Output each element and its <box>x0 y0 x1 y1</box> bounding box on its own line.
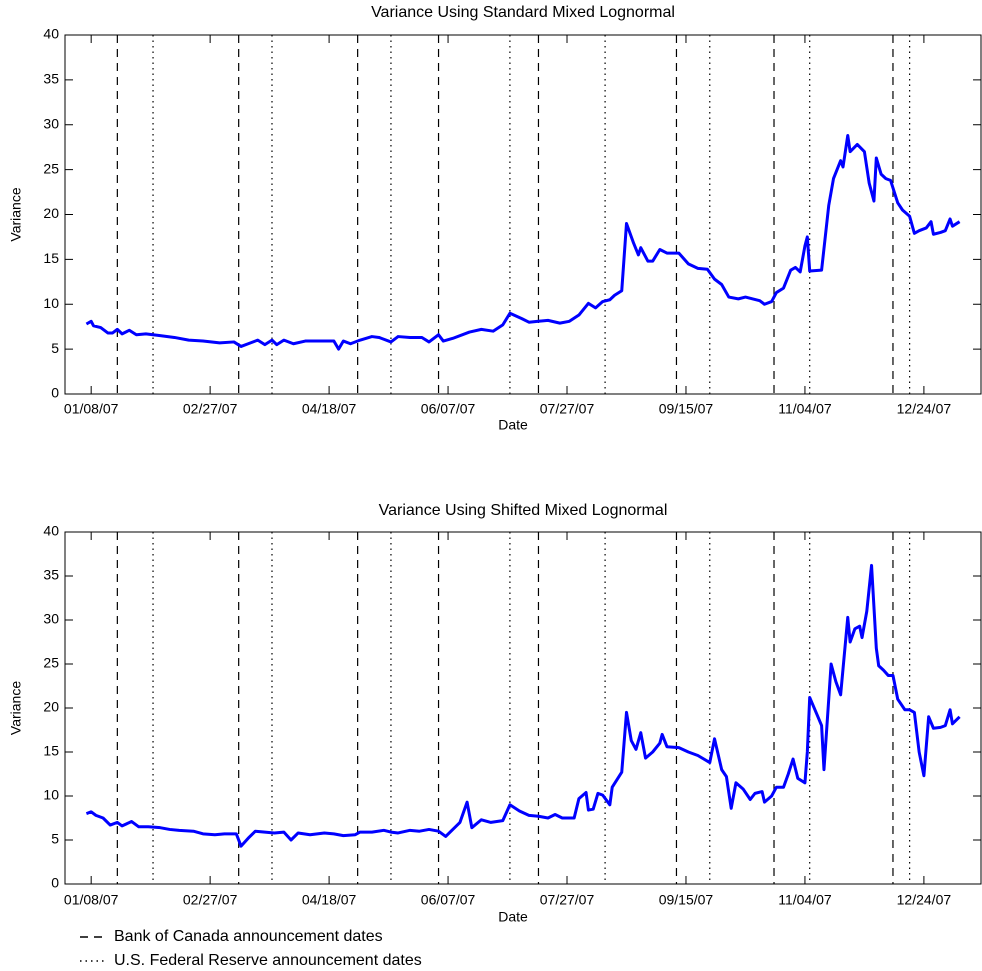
y-tick-label: 10 <box>43 295 59 311</box>
y-tick-label: 25 <box>43 160 59 176</box>
axes-box <box>64 34 982 395</box>
y-tick-label: 40 <box>43 26 59 42</box>
y-axis-label: Variance <box>8 187 24 241</box>
y-tick-label: 5 <box>51 340 59 356</box>
y-tick-label: 0 <box>51 875 59 891</box>
x-tick-label: 04/18/07 <box>302 401 357 417</box>
x-tick-label: 12/24/07 <box>897 892 952 908</box>
chart-title: Variance Using Standard Mixed Lognormal <box>371 4 675 21</box>
y-tick-label: 25 <box>43 655 59 671</box>
x-tick-label: 01/08/07 <box>64 401 119 417</box>
axes-box <box>64 531 982 885</box>
y-tick-label: 10 <box>43 787 59 803</box>
y-tick-label: 30 <box>43 611 59 627</box>
y-tick-label: 5 <box>51 831 59 847</box>
x-tick-label: 06/07/07 <box>421 401 476 417</box>
x-tick-label: 09/15/07 <box>659 892 714 908</box>
y-tick-label: 20 <box>43 205 59 221</box>
variance-line <box>85 134 961 351</box>
y-tick-label: 40 <box>43 523 59 539</box>
y-tick-label: 15 <box>43 250 59 266</box>
x-tick-label: 02/27/07 <box>183 401 238 417</box>
legend-label: U.S. Federal Reserve announcement dates <box>114 952 422 969</box>
x-tick-label: 12/24/07 <box>897 401 952 417</box>
x-tick-label: 02/27/07 <box>183 892 238 908</box>
x-tick-label: 11/04/07 <box>778 401 832 417</box>
x-tick-label: 07/27/07 <box>540 892 595 908</box>
x-tick-label: 01/08/07 <box>64 892 119 908</box>
x-axis-label: Date <box>498 909 528 925</box>
x-tick-label: 04/18/07 <box>302 892 357 908</box>
chart-title: Variance Using Shifted Mixed Lognormal <box>379 502 668 519</box>
x-tick-label: 11/04/07 <box>778 892 832 908</box>
y-tick-label: 0 <box>51 385 59 401</box>
plot-area <box>65 532 981 884</box>
variance-line <box>85 563 961 848</box>
x-axis-label: Date <box>498 417 528 433</box>
y-tick-label: 35 <box>43 71 59 87</box>
x-tick-label: 07/27/07 <box>540 401 595 417</box>
y-tick-label: 15 <box>43 743 59 759</box>
legend-label: Bank of Canada announcement dates <box>114 928 383 945</box>
y-tick-label: 30 <box>43 115 59 131</box>
x-tick-label: 09/15/07 <box>659 401 714 417</box>
x-tick-label: 06/07/07 <box>421 892 476 908</box>
y-tick-label: 20 <box>43 699 59 715</box>
y-axis-label: Variance <box>8 681 24 735</box>
y-tick-label: 35 <box>43 567 59 583</box>
